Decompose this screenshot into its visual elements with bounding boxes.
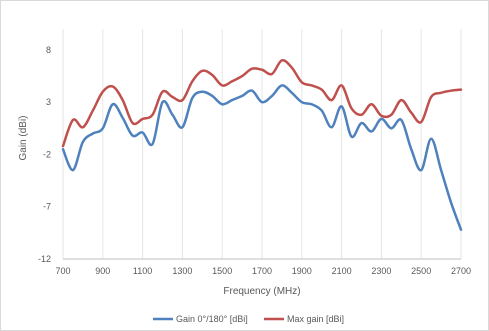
x-tick-label: 2100 [332, 266, 352, 276]
series-line-max-gain [61, 58, 463, 148]
y-tick-label: -2 [43, 149, 51, 159]
series-line-gain-0-180 [61, 84, 463, 231]
tick-labels: 700 900 1100 1300 1500 1700 1900 2100 2300 2500 27… [38, 45, 471, 276]
y-tick-label: -7 [43, 202, 51, 212]
x-tick-label: 1700 [252, 266, 272, 276]
y-tick-label: -12 [38, 254, 51, 264]
x-axis-title: Frequency (MHz) [223, 286, 300, 297]
y-tick-label: 8 [46, 45, 51, 55]
legend: Gain 0°/180° [dBi] Max gain [dBi] [153, 314, 344, 324]
x-tick-label: 2300 [371, 266, 391, 276]
x-tick-label: 1300 [172, 266, 192, 276]
x-tick-label: 1900 [292, 266, 312, 276]
grid-lines [62, 29, 462, 259]
y-axis-title: Gain (dBi) [18, 115, 29, 160]
x-tick-label: 900 [95, 266, 110, 276]
legend-label-max-gain: Max gain [dBi] [287, 314, 344, 324]
x-tick-label: 1100 [133, 266, 152, 276]
x-tick-label: 2700 [451, 266, 471, 276]
x-tick-label: 700 [55, 266, 70, 276]
x-tick-label: 2500 [411, 266, 431, 276]
x-tick-label: 1500 [212, 266, 232, 276]
y-tick-label: 3 [46, 97, 51, 107]
series-lines [61, 58, 463, 231]
legend-label-gain-0-180: Gain 0°/180° [dBi] [176, 314, 248, 324]
